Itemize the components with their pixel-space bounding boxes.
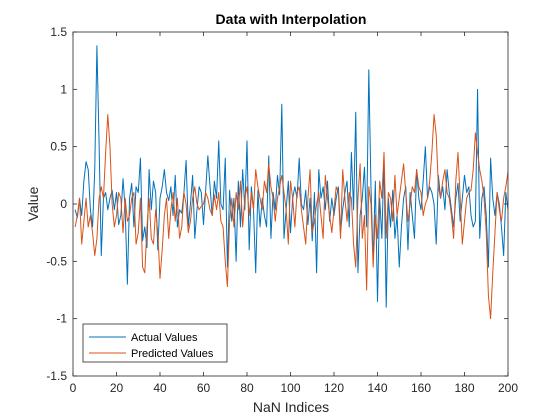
x-axis: 0 20 40 60 80 100 120 140 160 180 200 [70,32,518,395]
x-tick-label: 40 [153,381,167,395]
legend-label-predicted: Predicted Values [131,348,214,360]
y-tick-label: 1 [60,82,67,96]
y-tick-label: 1.5 [50,25,67,39]
x-tick-label: 160 [411,381,431,395]
axes-background [73,32,508,376]
y-tick-label: 0 [60,197,67,211]
y-axis: -1.5 -1 -0.5 0 0.5 1 1.5 [46,25,508,383]
legend: Actual Values Predicted Values [82,323,228,363]
chart-title: Data with Interpolation [216,11,367,27]
y-tick-label: -1 [56,312,67,326]
x-tick-label: 100 [280,381,300,395]
y-tick-label: -1.5 [46,369,67,383]
legend-box [82,323,228,363]
series-layer [74,45,508,320]
y-axis-label: Value [25,186,41,221]
x-tick-label: 140 [367,381,387,395]
x-tick-label: 180 [454,381,474,395]
x-tick-label: 120 [324,381,344,395]
x-tick-label: 60 [197,381,211,395]
x-tick-label: 20 [110,381,124,395]
series-line-predicted [74,114,508,320]
y-tick-label: -0.5 [46,254,67,268]
x-tick-label: 80 [240,381,254,395]
series-line-actual [74,45,508,308]
y-tick-label: 0.5 [50,140,67,154]
plot-area [72,31,509,377]
x-axis-label: NaN Indices [253,399,329,415]
x-tick-label: 0 [70,381,77,395]
legend-label-actual: Actual Values [131,332,198,344]
x-tick-label: 200 [498,381,518,395]
